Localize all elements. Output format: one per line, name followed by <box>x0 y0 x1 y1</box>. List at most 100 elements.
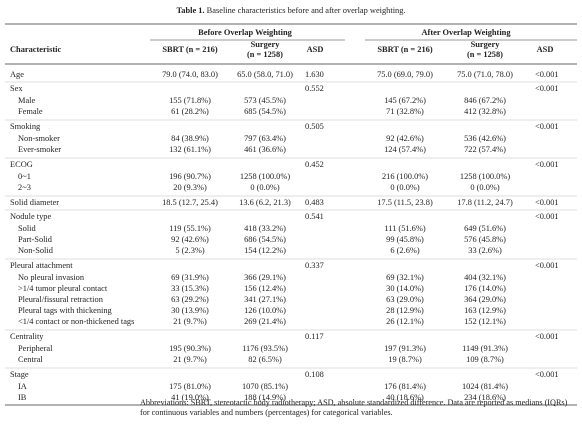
section-label: Nodule type <box>10 212 51 221</box>
asd-value: 0.552 <box>305 84 324 93</box>
cell: 0 (0.0%) <box>470 183 500 192</box>
cell: 69 (31.9%) <box>171 273 209 282</box>
cell: 1070 (85.1%) <box>242 382 288 391</box>
cell: 41 (19.0%) <box>171 393 209 402</box>
cell: 40 (18.6%) <box>386 393 424 402</box>
cell: 269 (21.4%) <box>244 317 286 326</box>
footnote: Abbreviations: SBRT, stereotactic body r… <box>140 398 568 417</box>
row-label: <1/4 contact or non-thickened tags <box>18 317 134 326</box>
cell: 84 (38.9%) <box>171 134 209 143</box>
cell: 846 (67.2%) <box>464 96 506 105</box>
cell: 722 (57.4%) <box>464 145 506 154</box>
asd-value: 0.117 <box>305 332 324 341</box>
cell: 234 (18.6%) <box>464 393 506 402</box>
cell: 69 (32.1%) <box>386 273 424 282</box>
cell: 63 (29.2%) <box>171 295 209 304</box>
cell: 18.5 (12.7, 25.4) <box>162 198 218 207</box>
cell: 17.8 (11.2, 24.7) <box>457 198 513 207</box>
asd-value: 1.630 <box>305 70 324 79</box>
cell: 65.0 (58.0, 71.0) <box>237 70 293 79</box>
cell: 124 (57.4%) <box>384 145 426 154</box>
column-header: (n = 1258) <box>247 50 283 59</box>
section-label: Solid diameter <box>10 198 59 207</box>
cell: 196 (90.7%) <box>169 172 211 181</box>
cell: 92 (42.6%) <box>386 134 424 143</box>
cell: 1176 (93.5%) <box>242 344 288 353</box>
cell: 126 (10.0%) <box>244 306 286 315</box>
asd-value: 0.505 <box>305 122 324 131</box>
cell: 132 (61.1%) <box>169 145 211 154</box>
cell: 20 (9.3%) <box>173 183 207 192</box>
row-label: Female <box>18 107 43 116</box>
cell: 176 (14.0%) <box>464 284 506 293</box>
cell: 30 (13.9%) <box>171 306 209 315</box>
group-header: After Overlap Weighting <box>421 28 511 37</box>
cell: 412 (32.8%) <box>464 107 506 116</box>
asd-value: <0.001 <box>535 160 559 169</box>
cell: 75.0 (71.0, 78.0) <box>457 70 513 79</box>
cell: 26 (12.1%) <box>386 317 424 326</box>
cell: 366 (29.1%) <box>244 273 286 282</box>
cell: 685 (54.5%) <box>244 107 286 116</box>
row-label: Peripheral <box>18 344 53 353</box>
column-header: SBRT (n = 216) <box>377 45 432 54</box>
cell: 176 (81.4%) <box>384 382 426 391</box>
row-label: No pleural invasion <box>18 273 85 282</box>
cell: 163 (12.9%) <box>464 306 506 315</box>
row-label: Ever-smoker <box>18 145 61 154</box>
section-label: Smoking <box>10 122 41 131</box>
cell: 30 (14.0%) <box>386 284 424 293</box>
cell: 686 (54.5%) <box>244 235 286 244</box>
section-label: Centrality <box>10 332 44 341</box>
asd-value: 0.337 <box>305 261 324 270</box>
column-header: Characteristic <box>10 45 61 54</box>
cell: 418 (33.2%) <box>244 224 286 233</box>
cell: 63 (29.0%) <box>386 295 424 304</box>
asd-value: 0.452 <box>305 160 324 169</box>
asd-value: <0.001 <box>535 261 559 270</box>
cell: 649 (51.6%) <box>464 224 506 233</box>
cell: 109 (8.7%) <box>466 355 504 364</box>
cell: 6 (2.6%) <box>390 246 420 255</box>
section-label: Sex <box>10 84 23 93</box>
cell: 17.5 (11.5, 23.8) <box>377 198 433 207</box>
row-label: IA <box>18 382 27 391</box>
asd-value: <0.001 <box>535 332 559 341</box>
asd-value: <0.001 <box>535 84 559 93</box>
cell: 99 (45.8%) <box>386 235 424 244</box>
column-header: ASD <box>307 45 324 54</box>
cell: 797 (63.4%) <box>244 134 286 143</box>
section-label: Pleural attachment <box>10 261 73 270</box>
asd-value: 0.541 <box>305 212 324 221</box>
section-label: ECOG <box>10 160 33 169</box>
cell: 19 (8.7%) <box>388 355 422 364</box>
cell: 33 (2.6%) <box>468 246 502 255</box>
cell: 82 (6.5%) <box>248 355 282 364</box>
asd-value: <0.001 <box>535 70 559 79</box>
cell: 1024 (81.4%) <box>462 382 508 391</box>
cell: 1258 (100.0%) <box>460 172 510 181</box>
cell: 79.0 (74.0, 83.0) <box>162 70 218 79</box>
column-header: (n = 1258) <box>467 50 503 59</box>
cell: 13.6 (6.2, 21.3) <box>239 198 291 207</box>
cell: 175 (81.0%) <box>169 382 211 391</box>
cell: 154 (12.2%) <box>244 246 286 255</box>
cell: 152 (12.1%) <box>464 317 506 326</box>
cell: 71 (32.8%) <box>386 107 424 116</box>
cell: 92 (42.6%) <box>171 235 209 244</box>
cell: 576 (45.8%) <box>464 235 506 244</box>
asd-value: <0.001 <box>535 122 559 131</box>
row-label: Central <box>18 355 43 364</box>
row-label: Non-smoker <box>18 134 60 143</box>
cell: 364 (29.0%) <box>464 295 506 304</box>
cell: 75.0 (69.0, 79.0) <box>377 70 433 79</box>
section-label: Stage <box>10 370 29 379</box>
row-label: IB <box>18 393 27 402</box>
asd-value: 0.108 <box>305 370 324 379</box>
group-header: Before Overlap Weighting <box>198 28 292 37</box>
column-header: SBRT (n = 216) <box>162 45 217 54</box>
cell: 1258 (100.0%) <box>240 172 290 181</box>
cell: 536 (42.6%) <box>464 134 506 143</box>
